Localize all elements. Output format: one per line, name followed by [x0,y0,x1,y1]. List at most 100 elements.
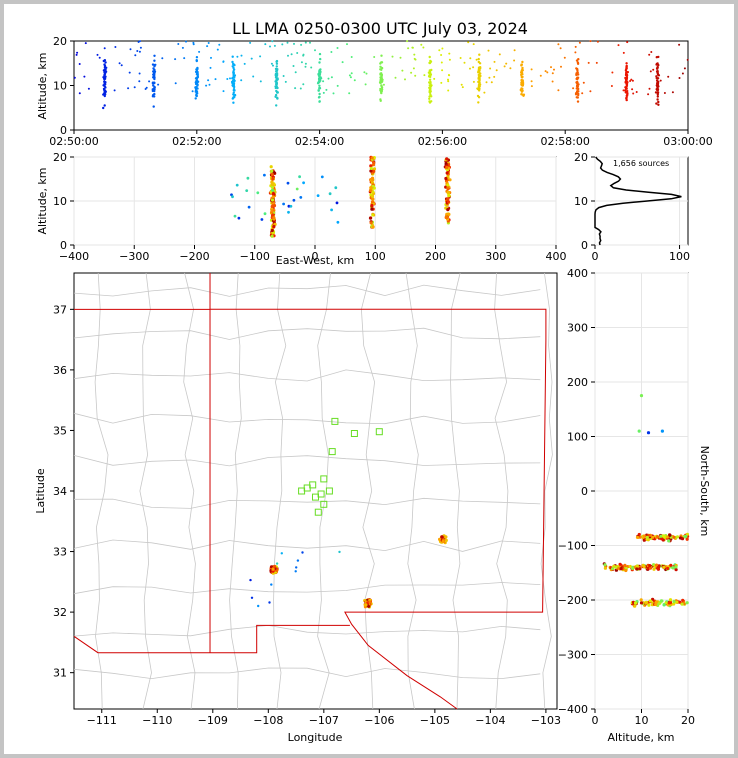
time-height-point [624,91,628,94]
ew-height-panel: 0 10 20 −400 −300 −200 −100 0 100 200 300 400 Altit… [36,151,567,267]
time-height-point [229,77,231,80]
time-height-point [196,67,199,71]
time-height-point [428,84,431,87]
time-height-point [469,57,472,60]
time-height-point [330,51,333,53]
histogram-ytick-label: 20 [574,151,588,164]
ns-height-point [614,565,618,569]
time-height-point [379,81,382,85]
ew-height-point [231,195,234,199]
ew-height-point [260,218,264,221]
county-boundary [73,497,541,509]
time-height-point [681,72,684,75]
time-height-point [304,62,307,65]
time-height-point [152,105,155,108]
ns-height-point [628,564,632,569]
ew-height-point [235,183,239,187]
time-height-point [318,95,321,99]
ns-height-xlabel: Altitude, km [607,731,674,744]
time-height-point [576,61,580,64]
time-height-point [655,84,658,87]
ew-height-point [271,177,275,181]
ns-height-point [638,567,642,571]
time-height-point [576,100,580,103]
ew-height-point [335,201,339,205]
time-height-point [520,73,523,77]
time-height-point [488,76,491,79]
time-height-point [530,68,533,71]
time-height-point [327,77,330,80]
time-height-point [318,100,321,103]
time-height-point [236,55,239,58]
county-boundary [73,455,541,467]
time-height-point [102,59,106,63]
time-height-point [276,91,279,94]
ew-height-point [370,194,374,198]
time-height-point [275,79,278,82]
plan-view-point [301,551,304,554]
time-height-point [319,57,322,61]
time-height-point [330,76,333,79]
time-height-point [578,41,581,44]
ns-height-point [623,563,627,567]
time-height-point [654,91,658,94]
time-height-point [318,92,321,96]
time-height-point [153,70,157,74]
time-height-point [133,86,136,89]
time-height-point [441,47,444,50]
time-height-point [120,64,123,67]
ew-height-ytick-label: 20 [53,151,67,164]
time-height-point [625,96,628,100]
time-height-point [428,95,431,98]
time-height-point [410,71,413,74]
ew-height-point [289,204,293,208]
time-height-point [521,60,524,64]
time-height-point [521,93,524,96]
ew-height-point [370,156,374,160]
time-height-point [477,85,481,89]
time-height-point [479,66,482,69]
station-marker [325,487,333,495]
time-height-point [105,66,108,70]
time-height-point [472,66,475,69]
ew-height-point [370,200,375,204]
ew-height-point [369,221,373,225]
ew-height-point [369,186,373,190]
plan-view-point [440,535,444,539]
time-height-ylabel: Altitude, km [36,52,49,119]
time-height-point [575,77,578,80]
ew-height-point [448,178,452,182]
plan-view-point [270,583,273,586]
time-height-point [626,90,629,92]
ns-height-point [631,566,635,571]
time-height-point [656,65,659,69]
county-boundary [229,272,242,710]
ns-height-point [674,568,678,572]
county-boundary [540,272,553,710]
time-height-point [103,74,106,77]
plan-view-ylabel: Latitude [34,468,47,514]
time-height-point [240,54,243,57]
time-height-point [399,56,402,59]
time-height-point [233,93,237,97]
ns-height-point [635,564,639,568]
ew-height-point [370,176,375,180]
time-height-point [546,71,549,74]
time-height-point [413,53,416,56]
ns-height-point [648,564,652,568]
time-height-point [275,77,279,80]
station-marker [375,428,383,436]
ew-height-point [444,176,448,181]
time-height-point [625,86,628,89]
time-height-point [490,81,493,84]
ns-height-point [662,534,666,538]
time-height-point [318,61,321,64]
county-boundary [73,412,541,425]
ew-height-point [246,176,250,180]
time-height-point [428,86,431,90]
ns-height-point [654,600,659,604]
ew-height-point [330,208,333,212]
time-height-point [626,41,629,44]
ew-height-point [270,234,274,238]
time-height-point [148,80,151,83]
